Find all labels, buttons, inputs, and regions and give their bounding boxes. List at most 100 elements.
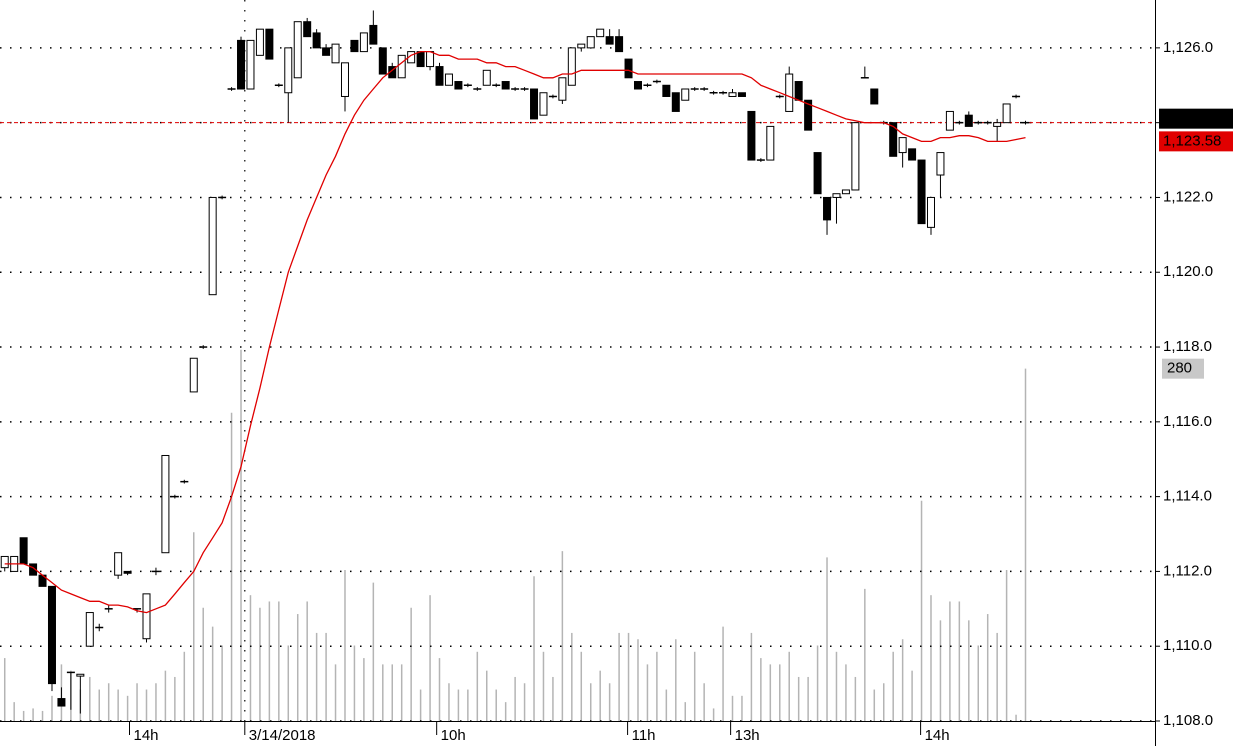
candle-body [161,454,170,554]
candle-body [851,122,860,191]
candle-body [1002,103,1011,124]
candle-body [123,570,132,574]
candle-body [785,73,794,112]
candle-body [29,563,38,576]
candle-body [114,552,123,576]
candle-body [633,81,642,90]
candle-body [19,537,28,565]
price-marker-label: 1,124 [1163,110,1201,127]
candle-body [889,122,898,157]
candle-body [265,28,274,60]
candle-body [331,43,340,64]
candle-body [359,32,368,53]
candle-body [586,36,595,49]
candle-body [671,92,680,112]
candle-body [804,99,813,131]
volume-marker-box [1162,358,1204,379]
volume-layer [3,349,1027,721]
candle-body [681,88,690,101]
candle-body [208,196,217,296]
y-tick-label: 1,116.0 [1163,413,1212,430]
candle-body [444,73,453,86]
candle-body [747,110,756,161]
x-tick-label: 3/14/2018 [249,727,316,744]
candle-body [350,39,359,53]
candle-body [936,152,945,176]
x-tick-label: 14h [925,727,950,744]
candle-body [388,66,397,79]
candle-body [945,110,954,131]
x-tick-label: 10h [441,727,466,744]
candle-body [926,196,935,228]
candle-body [737,92,746,97]
candle-body [908,148,917,161]
candle-body [577,43,586,49]
y-tick-label: 1,110.0 [1163,637,1212,654]
candle-body [303,21,312,38]
candle-body [0,555,9,569]
candle-body [454,81,463,90]
candle-body [823,196,832,221]
candle-body [794,81,803,101]
moving-average-line [4,50,1026,614]
candle-body [293,21,302,79]
candle-body [567,47,576,86]
ma-marker-label: 1,123.58 [1163,132,1221,149]
x-tick-label: 14h [133,727,158,744]
candle-body [142,593,151,640]
candle-body [615,36,624,53]
candle-body [898,137,907,154]
candle-body [501,81,510,90]
candle-body [397,54,406,79]
candle-body [728,92,737,97]
candle-body [530,88,539,120]
candle-body [435,66,444,86]
candle-body [57,698,66,707]
candle-body [312,32,321,49]
candle-body [237,39,246,90]
y-tick-label: 1,122.0 [1163,188,1213,205]
candle-body [322,47,331,56]
ma-marker-box [1159,131,1233,152]
candle-body [426,51,435,68]
candle-body [407,51,416,64]
price-marker-box [1159,108,1233,129]
candle-body [378,47,387,75]
candle-body [416,51,425,68]
price-layer [0,10,1030,714]
candle-body [766,125,775,161]
candle-body [917,159,926,225]
y-tick-label: 1,118.0 [1163,338,1212,355]
candle-body [340,62,349,97]
x-tick-label: 11h [632,727,656,744]
candle-body [76,673,85,677]
candle-body [832,193,841,198]
grid-layer [0,0,1155,722]
volume-marker-label: 280 [1167,360,1192,377]
candle-body [870,88,879,105]
candle-body [596,28,605,38]
candle-body [841,189,850,195]
y-tick-label: 1,114.0 [1163,488,1212,505]
y-tick-label: 1,108.0 [1163,712,1213,729]
candle-body [539,92,548,116]
candle-body [47,585,56,685]
candle-body [284,47,293,94]
candle-body [85,612,94,647]
candle-body [605,36,614,45]
y-tick-label: 1,126.0 [1163,39,1213,56]
candle-body [624,58,633,79]
candle-body [246,39,255,90]
candle-body [255,28,264,56]
candle-body [993,122,1002,127]
candle-body [662,84,671,97]
y-tick-label: 1,120.0 [1163,263,1213,280]
candle-body [558,77,567,101]
y-tick-label: 1,112.0 [1163,562,1212,579]
x-tick-label: 13h [735,727,760,744]
candle-body [813,152,822,195]
candle-body [189,357,198,393]
